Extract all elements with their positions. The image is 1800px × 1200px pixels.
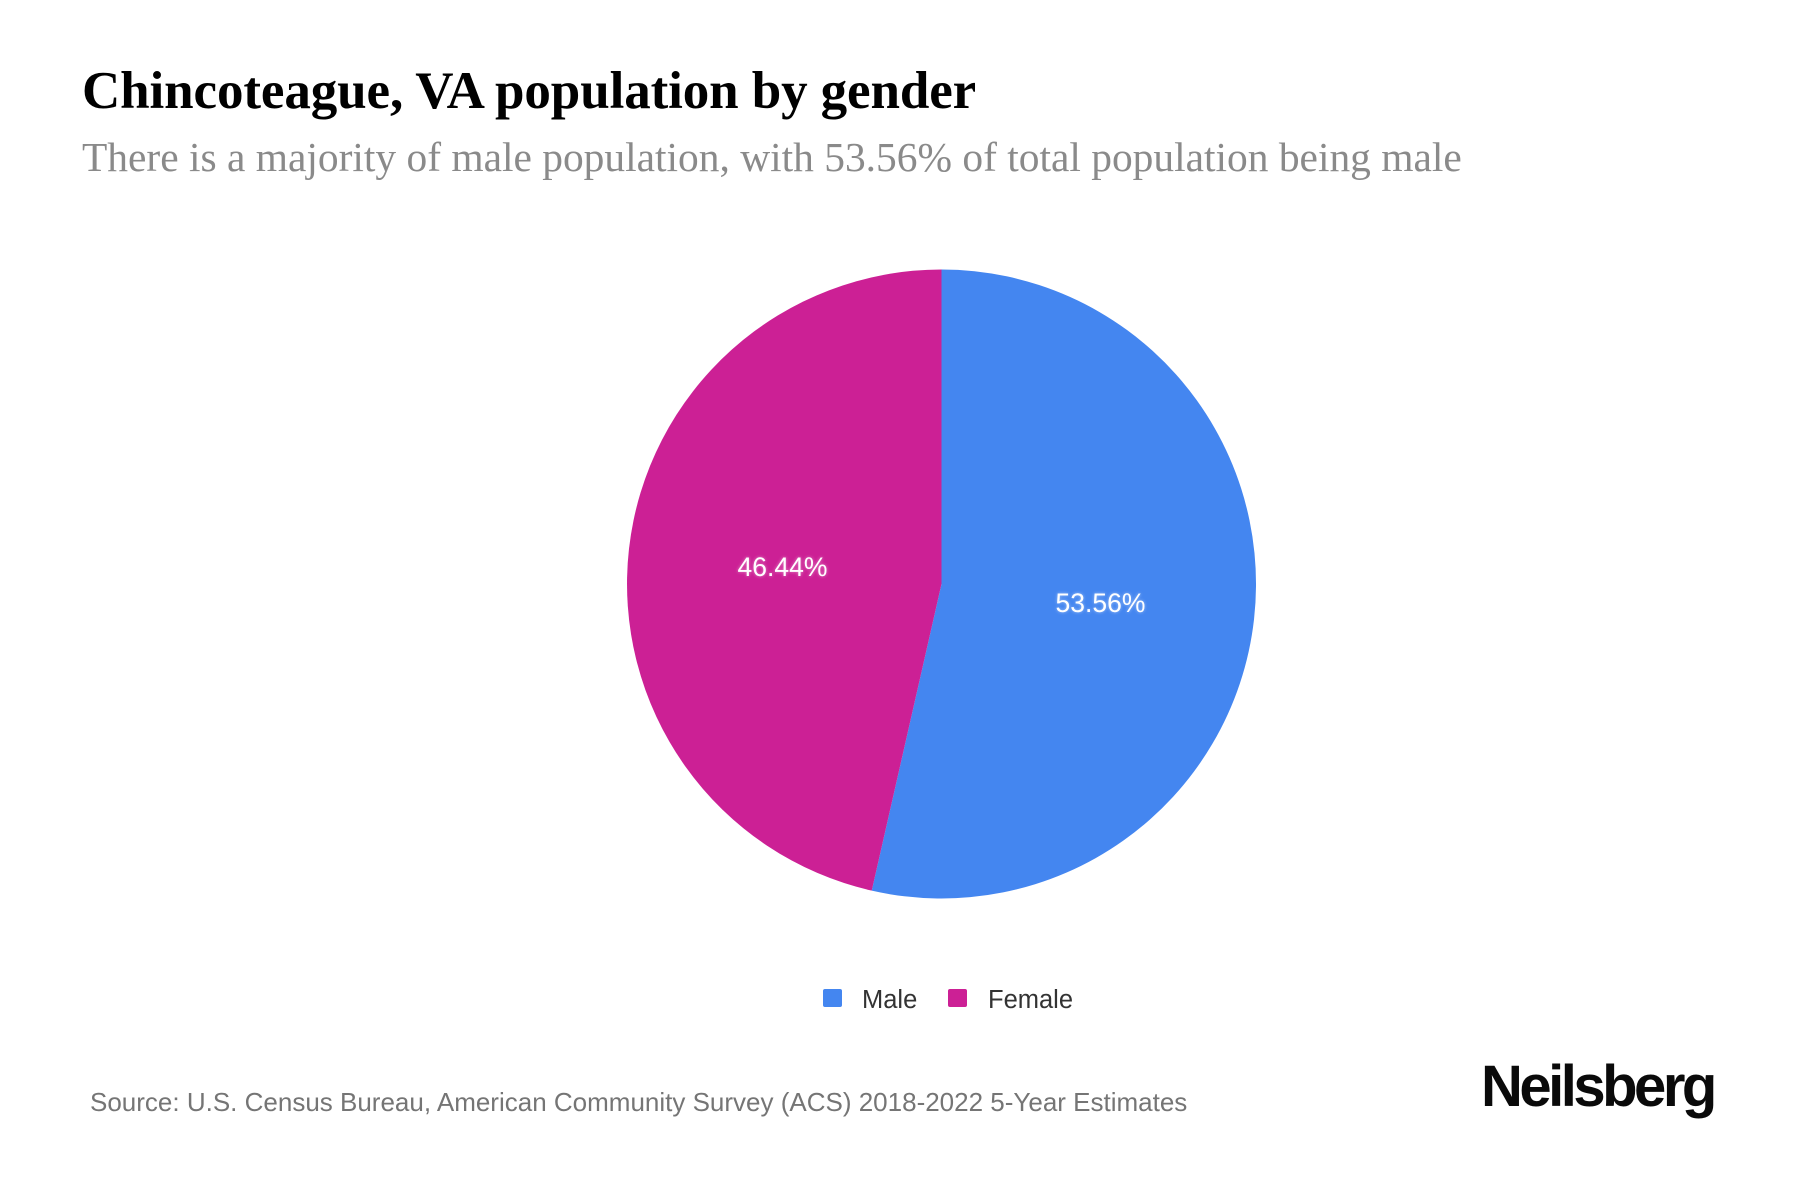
svg-text:53.56%: 53.56%: [1056, 588, 1146, 618]
svg-text:46.44%: 46.44%: [738, 552, 828, 582]
